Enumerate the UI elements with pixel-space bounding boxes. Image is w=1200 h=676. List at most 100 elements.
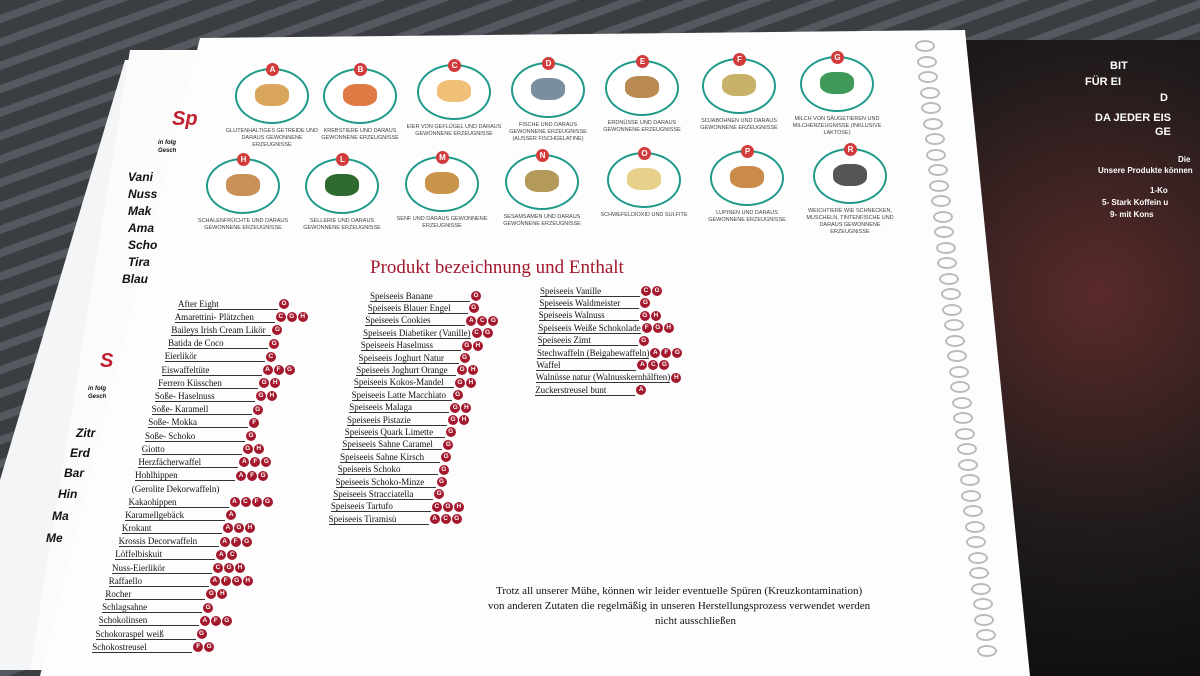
ring — [915, 40, 935, 52]
allergen-badge: C — [227, 549, 238, 560]
allergen-badge: F — [220, 576, 231, 587]
allergen-caption: SCHALENFRÜCHTE UND DARAUS GEWONNENE ERZE… — [197, 218, 289, 231]
product-name: Amarettini- Plätzchen — [174, 312, 275, 323]
product-name: Speiseeis Waldmeister — [539, 298, 640, 309]
right-text: BIT — [1110, 60, 1128, 72]
product-row: Speiseeis Waldmeister G — [539, 297, 651, 309]
allergen-badge: A — [222, 523, 233, 534]
allergen-code: O — [638, 147, 651, 160]
ring — [923, 117, 943, 130]
product-name: Soße- Mokka — [148, 417, 249, 429]
allergen-badge: A — [239, 457, 250, 468]
product-name: Batida de Coco — [168, 338, 269, 350]
right-text: D — [1160, 92, 1168, 104]
allergen-code: P — [741, 145, 754, 158]
ring — [971, 582, 991, 595]
allergen-code: E — [636, 55, 649, 68]
product-row: Baileys Irish Cream Likör G — [171, 324, 283, 336]
product-name: Soße- Haselnuss — [154, 391, 255, 402]
allergen-badge: C — [240, 497, 251, 507]
allergen-badge: G — [269, 338, 280, 349]
product-name: Stechwaffeln (Beigabewaffeln) — [537, 347, 650, 359]
product-name: Speiseeis Weiße Schokolade — [538, 322, 641, 334]
product-row: Soße- Schoko G — [145, 430, 256, 442]
allergen-badge: G — [451, 514, 462, 525]
ring — [935, 241, 956, 254]
product-row: Speiseeis Schoko-Minze G — [335, 476, 447, 488]
allergen-badge: H — [297, 312, 308, 323]
allergen-badge: H — [472, 340, 483, 351]
ring — [926, 148, 947, 161]
left-text: S — [100, 350, 114, 372]
product-row: Stechwaffeln (Beigabewaffeln) A F G — [537, 347, 683, 359]
right-text: Unsere Produkte können — [1098, 166, 1193, 175]
allergen-icon: H — [206, 153, 280, 214]
ring — [918, 71, 939, 83]
allergen-badge: G — [221, 615, 232, 626]
product-row: Nuss-Eierlikör C G H — [112, 562, 245, 574]
allergen-badge: C — [213, 563, 223, 573]
allergen-badge: H — [235, 563, 245, 573]
allergen-code: M — [436, 151, 449, 164]
product-row: Soße- Mokka F — [148, 417, 260, 429]
allergen-badge: H — [253, 444, 264, 455]
product-row: Speiseeis Diabetiker (Vanille) C G — [363, 327, 493, 339]
allergen-badge: H — [461, 402, 472, 413]
product-name: Schokostreusel — [92, 642, 193, 653]
ring — [977, 644, 998, 657]
product-row: Speiseeis Pistazie G H — [347, 414, 469, 426]
allergen-badge: H — [453, 501, 464, 512]
ring — [959, 474, 980, 486]
allergen-image — [343, 84, 377, 106]
product-row: Eiswaffeltüte A F G — [161, 364, 295, 376]
product-name: Speiseeis Zimt — [537, 335, 638, 347]
product-name: Giotto — [141, 444, 242, 455]
allergen-badge: G — [252, 404, 263, 415]
allergen-image — [820, 72, 854, 94]
product-name: Zuckerstreusel bunt — [535, 385, 636, 396]
product-row: Speiseeis Vanille C G — [540, 285, 662, 297]
ring — [975, 629, 996, 641]
right-text: 5- Stark Koffein u — [1102, 198, 1169, 207]
allergen-badge: A — [209, 576, 220, 587]
allergen-caption: SOJABOHNEN UND DARAUS GEWONNENE ERZEUGNI… — [700, 118, 778, 131]
allergen-badge: G — [452, 390, 463, 401]
product-row: Speiseeis Schoko G — [337, 464, 449, 476]
product-name: Hohlhippen — [135, 470, 236, 482]
product-row: Speiseeis Malaga G H — [349, 402, 472, 414]
product-row: Speiseeis Blauer Engel G — [367, 302, 479, 314]
allergen-badge: H — [671, 372, 682, 383]
product-name: Speiseeis Sahne Kirsch — [340, 452, 441, 463]
product-name: Speiseeis Tartufo — [330, 501, 431, 513]
allergen-badge: G — [261, 457, 272, 468]
left-text: in folg — [158, 140, 176, 146]
allergen-caption: MILCH VON SÄUGETIEREN UND MILCHERZEUGNIS… — [792, 116, 882, 136]
allergen-badge: G — [262, 497, 273, 507]
allergen-badge: G — [652, 323, 663, 334]
product-row: Speiseeis Latte Macchiato G — [351, 389, 463, 401]
allergen-badge: H — [459, 415, 469, 425]
allergen-badge: A — [226, 510, 237, 521]
product-name: Waffel — [536, 360, 637, 371]
allergen-badge: G — [241, 536, 252, 547]
ring — [963, 505, 983, 517]
product-row: Schlagsahne G — [102, 602, 214, 614]
left-text: Hin — [58, 487, 78, 501]
left-text: Vani — [128, 170, 153, 184]
ring — [916, 55, 937, 68]
product-row: Schokolinsen A F G — [98, 615, 232, 627]
allergen-icon: C — [417, 59, 491, 120]
allergen-caption: SENF UND DARAUS GEWONNENE ERZEUGNISSE — [396, 216, 488, 229]
left-text: Zitr — [76, 426, 96, 440]
ring — [966, 536, 987, 548]
allergen-badge: H — [468, 365, 479, 376]
allergen-image — [226, 174, 260, 196]
product-row: Soße- Karamell G — [151, 404, 263, 416]
allergen-code: A — [266, 63, 279, 76]
product-row: Batida de Coco G — [168, 338, 280, 350]
product-name: Schokoraspel weiß — [95, 629, 196, 640]
allergen-badge: H — [244, 523, 255, 534]
product-name: Speiseeis Blauer Engel — [367, 303, 468, 314]
allergen-badge: H — [465, 377, 476, 388]
product-name: Rocher — [105, 589, 206, 600]
